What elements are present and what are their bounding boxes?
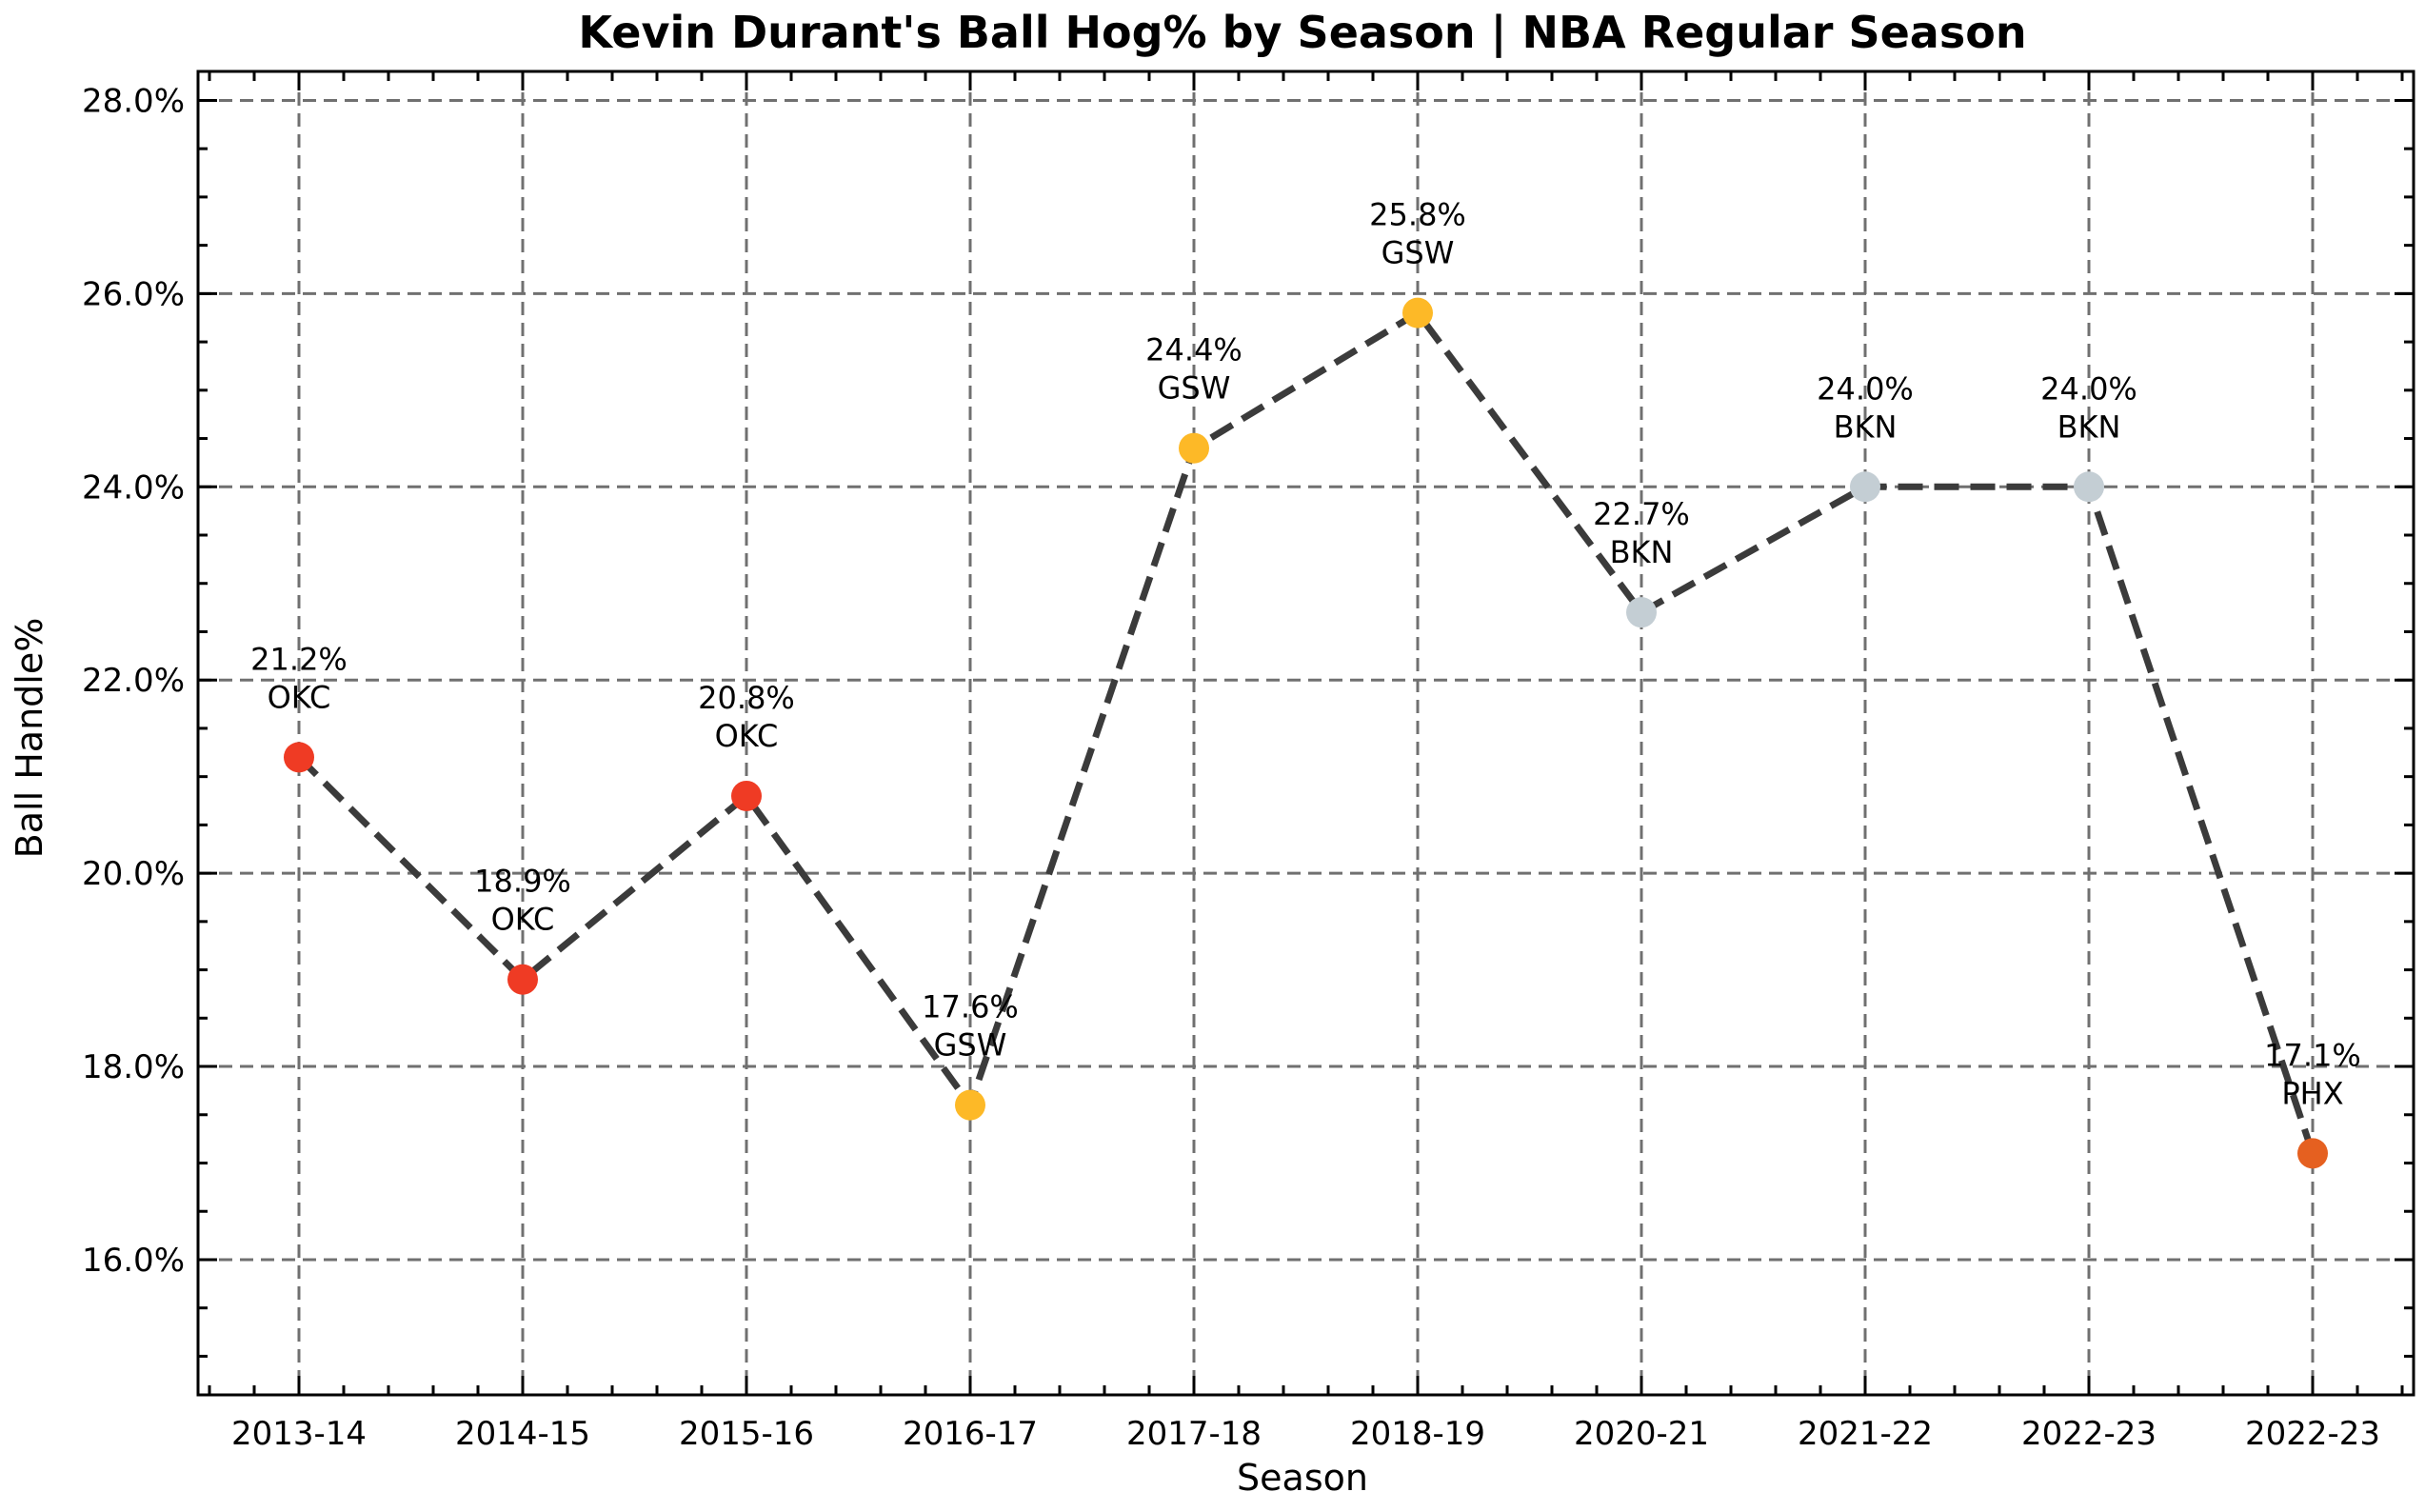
data-point[interactable] — [955, 1089, 985, 1121]
data-team-label: BKN — [1610, 534, 1674, 570]
data-team-label: PHX — [2281, 1075, 2343, 1111]
x-tick-label: 2016-17 — [903, 1415, 1038, 1453]
data-point[interactable] — [2074, 471, 2104, 503]
y-tick-label: 18.0% — [82, 1048, 185, 1086]
data-point[interactable] — [507, 964, 538, 995]
data-team-label: OKC — [491, 902, 555, 938]
data-value-label: 24.0% — [1817, 370, 1914, 407]
data-value-label: 21.2% — [250, 641, 348, 677]
data-team-label: GSW — [1158, 370, 1231, 407]
x-tick-label: 2015-16 — [679, 1415, 814, 1453]
data-value-label: 17.6% — [922, 989, 1019, 1025]
data-team-label: GSW — [934, 1027, 1007, 1064]
data-team-label: BKN — [1834, 408, 1898, 445]
data-value-label: 25.8% — [1369, 197, 1466, 233]
data-team-label: OKC — [268, 679, 331, 715]
x-tick-label: 2014-15 — [455, 1415, 590, 1453]
data-point[interactable] — [284, 742, 314, 773]
y-tick-label: 28.0% — [82, 82, 185, 120]
data-point[interactable] — [731, 780, 762, 811]
x-axis-label: Season — [1237, 1457, 1368, 1499]
data-value-label: 22.7% — [1593, 496, 1690, 532]
data-value-label: 20.8% — [698, 680, 795, 716]
x-tick-label: 2021-22 — [1798, 1415, 1933, 1453]
data-team-label: OKC — [715, 718, 779, 754]
y-tick-label: 16.0% — [82, 1242, 185, 1280]
x-tick-label: 2022-23 — [2021, 1415, 2157, 1453]
x-tick-label: 2017-18 — [1126, 1415, 1262, 1453]
series-line — [296, 308, 2316, 1155]
y-tick-label: 24.0% — [82, 468, 185, 507]
data-value-label: 17.1% — [2264, 1037, 2361, 1073]
data-value-label: 24.0% — [2040, 370, 2137, 407]
data-points-layer — [284, 297, 2328, 1169]
data-point[interactable] — [1179, 432, 1209, 464]
series-line-layer — [296, 308, 2316, 1155]
x-tick-label: 2020-21 — [1574, 1415, 1709, 1453]
data-point[interactable] — [1402, 297, 1433, 328]
data-point[interactable] — [2297, 1138, 2328, 1169]
y-axis-label: Ball Handle% — [9, 618, 50, 859]
y-tick-label: 22.0% — [82, 662, 185, 700]
data-value-label: 24.4% — [1145, 332, 1242, 368]
data-team-label: BKN — [2057, 408, 2121, 445]
plot-frame — [196, 70, 2415, 1397]
grid-layer — [198, 71, 2414, 1395]
y-tick-label: 20.0% — [82, 855, 185, 893]
chart-title: Kevin Durant's Ball Hog% by Season | NBA… — [578, 7, 2026, 59]
data-value-label: 18.9% — [474, 864, 571, 900]
data-point[interactable] — [1626, 597, 1657, 628]
y-tick-label: 26.0% — [82, 275, 185, 313]
axes-layer: 16.0% 18.0% 20.0% 22.0% 24.0% 26.0% 28.0% 2013-… — [82, 70, 2415, 1453]
data-point[interactable] — [1850, 471, 1880, 503]
x-tick-label: 2018-19 — [1350, 1415, 1485, 1453]
x-tick-label: 2013-14 — [231, 1415, 367, 1453]
data-labels-layer: 21.2%OKC18.9%OKC20.8%OKC17.6%GSW24.4%GSW… — [250, 197, 2361, 1112]
x-tick-label: 2022-23 — [2245, 1415, 2380, 1453]
data-team-label: GSW — [1381, 235, 1455, 271]
